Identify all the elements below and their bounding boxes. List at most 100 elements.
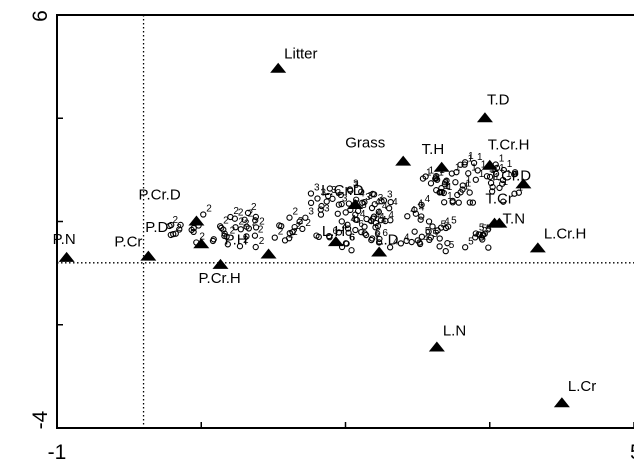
site-label: 4 (392, 197, 398, 208)
variable-label-p-h: P.H (225, 232, 248, 249)
site-point (236, 243, 244, 250)
site-label: 4 (419, 203, 425, 214)
site-label: 1 (506, 169, 512, 180)
x-tick-label: -1 (48, 441, 67, 463)
variable-label-l-n: L.N (443, 322, 466, 339)
site-label: 2 (206, 203, 212, 214)
variable-label-l-d: L.D (375, 231, 399, 248)
site-label: 5 (451, 216, 457, 227)
site-point (403, 237, 410, 244)
site-point (442, 179, 449, 186)
site-point (223, 233, 230, 240)
site-label: 4 (423, 233, 429, 244)
variable-marker-l-cr-d (347, 198, 364, 209)
variable-label-litter: Litter (284, 46, 317, 63)
site-point (232, 224, 239, 231)
site-point (425, 218, 433, 225)
site-point (419, 175, 427, 182)
site-label: 4 (342, 221, 348, 232)
site-point (418, 201, 425, 208)
site-point (499, 176, 507, 184)
site-label: 2 (298, 216, 304, 227)
site-point (347, 187, 354, 194)
site-point (492, 170, 500, 178)
site-label: 4 (410, 205, 416, 216)
site-point (496, 184, 503, 192)
site-point (436, 243, 443, 250)
site-label: 4 (417, 199, 423, 210)
variable-label-t-d: T.D (487, 91, 510, 108)
site-point (500, 198, 507, 205)
site-point (483, 173, 491, 180)
site-label: 6 (358, 219, 364, 230)
site-point (455, 199, 462, 206)
site-point (245, 225, 252, 232)
site-point (387, 217, 394, 224)
site-label: 6 (375, 228, 381, 239)
variable-marker-p-n (58, 251, 75, 262)
site-label: 5 (479, 222, 485, 233)
site-point (452, 179, 459, 186)
site-point (334, 210, 341, 217)
site-point (511, 190, 518, 197)
site-point (408, 238, 415, 246)
site-point (307, 199, 315, 207)
site-point (296, 218, 303, 225)
site-label: 5 (482, 223, 488, 234)
site-point (443, 177, 450, 184)
site-point (353, 216, 361, 224)
site-point (368, 204, 376, 212)
site-label: 6 (382, 228, 388, 239)
site-label: 4 (425, 194, 431, 205)
y-tick-label: -4 (29, 410, 52, 429)
variable-marker-t-cr-h (481, 159, 498, 170)
site-label: 4 (350, 214, 356, 225)
site-label: 2 (258, 225, 264, 236)
variable-marker-l-cr (553, 397, 570, 408)
site-point (342, 209, 349, 216)
variable-label-t-h: T.H (422, 141, 445, 158)
site-point (466, 199, 473, 206)
site-label: 6 (350, 233, 356, 244)
site-label: 1 (466, 175, 472, 186)
site-point (335, 229, 343, 236)
variable-marker-litter (270, 62, 287, 73)
site-point (418, 233, 426, 240)
x-tick-label: 5 (630, 441, 634, 463)
variable-label-p-cr-d: P.Cr.D (138, 187, 180, 204)
site-label: 4 (374, 210, 380, 221)
site-point (286, 229, 293, 237)
site-point (368, 217, 375, 225)
site-point (190, 228, 197, 236)
site-point (489, 183, 496, 191)
site-point (374, 222, 382, 230)
site-point (499, 180, 506, 187)
site-point (361, 199, 368, 206)
site-point (474, 167, 481, 174)
site-point (289, 228, 296, 236)
variable-label-l-cr-d: L.Cr.D (321, 182, 364, 199)
site-point (299, 225, 306, 233)
site-point (329, 195, 336, 202)
site-point (515, 189, 522, 196)
site-point (417, 216, 424, 223)
variable-label-t-cr-d: T.Cr.D (489, 167, 531, 184)
site-point (352, 226, 359, 234)
site-point (313, 232, 320, 239)
site-point (218, 224, 225, 232)
site-label: 4 (376, 208, 382, 219)
site-label: 3 (314, 183, 320, 194)
site-label: 1 (464, 181, 470, 192)
site-label: 4 (444, 217, 450, 228)
variable-label-t-cr: T.Cr (485, 191, 513, 208)
site-point (433, 172, 440, 180)
site-label: 4 (360, 209, 366, 220)
site-point (323, 198, 330, 205)
site-label: 2 (238, 208, 244, 219)
site-point (387, 198, 394, 206)
site-label: 3 (308, 207, 314, 218)
site-label: 1 (479, 169, 485, 180)
site-label: 4 (382, 201, 388, 212)
variable-marker-l-h (327, 236, 344, 247)
